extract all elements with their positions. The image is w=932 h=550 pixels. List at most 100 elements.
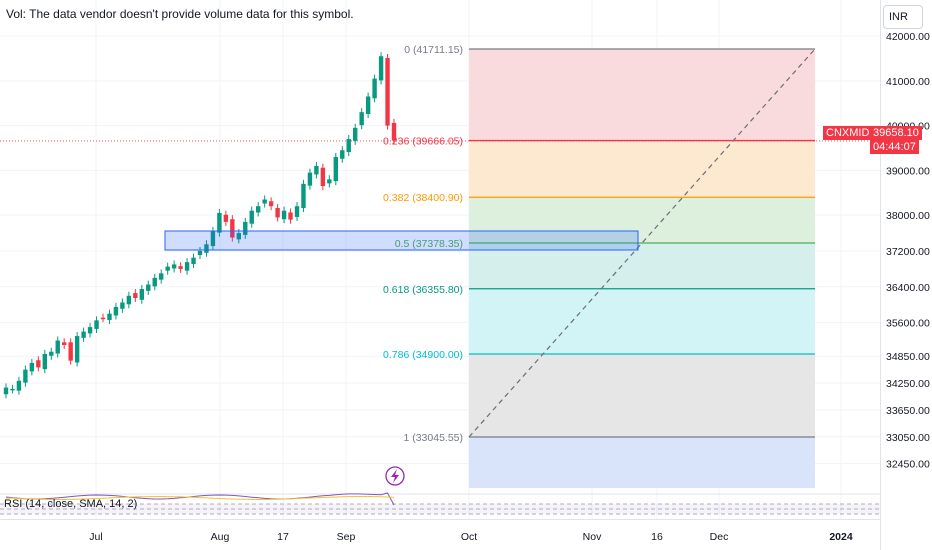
fib-zone bbox=[469, 140, 815, 198]
time-axis-label: Nov bbox=[583, 531, 602, 543]
price-axis-label: 42000.00 bbox=[886, 31, 930, 43]
time-axis-label: Aug bbox=[211, 531, 230, 543]
candle bbox=[107, 313, 112, 320]
price-axis-label: 36400.00 bbox=[886, 282, 930, 294]
candle bbox=[327, 179, 332, 184]
candle bbox=[359, 112, 364, 126]
candle bbox=[365, 96, 371, 114]
candle bbox=[378, 56, 384, 81]
candle bbox=[353, 127, 358, 141]
time-axis-label: Jul bbox=[89, 531, 102, 543]
candle bbox=[171, 264, 177, 269]
price-axis-label: 34250.00 bbox=[886, 378, 930, 390]
candle bbox=[340, 150, 345, 159]
rsi-band bbox=[0, 504, 880, 514]
candle bbox=[184, 262, 190, 271]
currency-button[interactable]: INR bbox=[883, 5, 923, 29]
price-axis-label: 34850.00 bbox=[886, 351, 930, 363]
rsi-sma-line bbox=[5, 496, 395, 500]
candle bbox=[243, 221, 248, 235]
fib-zone bbox=[469, 243, 815, 289]
fib-level-label: 0 (41711.15) bbox=[404, 44, 463, 56]
price-axis-label: 35600.00 bbox=[886, 318, 930, 330]
candle bbox=[307, 172, 313, 186]
candle bbox=[301, 183, 306, 209]
candle bbox=[210, 230, 216, 247]
candle bbox=[36, 360, 41, 368]
candle bbox=[29, 362, 35, 372]
last-price-tag: 39658.10 bbox=[870, 126, 922, 140]
candle bbox=[391, 122, 397, 141]
price-axis-label: 41000.00 bbox=[886, 76, 930, 88]
candle bbox=[55, 340, 60, 354]
price-axis-label: 33050.00 bbox=[886, 432, 930, 444]
candle bbox=[68, 342, 73, 361]
fib-level-label: 0.618 (36355.80) bbox=[383, 284, 463, 296]
candle bbox=[372, 78, 377, 99]
time-axis-label: Dec bbox=[710, 531, 729, 543]
candle bbox=[10, 388, 15, 391]
candle bbox=[204, 244, 209, 253]
candle bbox=[62, 342, 67, 346]
countdown-tag: 04:44:07 bbox=[870, 140, 919, 154]
candle bbox=[249, 210, 254, 224]
candle bbox=[191, 257, 196, 264]
price-axis-divider bbox=[880, 0, 881, 550]
fib-level-label: 0.786 (34900.00) bbox=[383, 349, 463, 361]
candle bbox=[81, 331, 86, 338]
time-axis-label: Oct bbox=[461, 531, 477, 543]
candle bbox=[346, 139, 351, 153]
candle bbox=[230, 219, 235, 238]
time-axis-label: 17 bbox=[277, 531, 289, 543]
price-axis-label: 37200.00 bbox=[886, 246, 930, 258]
volume-note: Vol: The data vendor doesn't provide vol… bbox=[6, 7, 354, 21]
fib-trend-line bbox=[468, 48, 816, 438]
lightning-icon[interactable] bbox=[385, 466, 405, 486]
candle bbox=[42, 353, 47, 370]
candle bbox=[281, 210, 287, 220]
candle bbox=[178, 266, 183, 269]
candle bbox=[262, 199, 267, 204]
fib-level-label: 0.236 (39666.05) bbox=[383, 136, 463, 148]
candle bbox=[146, 284, 151, 291]
candle bbox=[275, 208, 280, 218]
fib-level-label: 0.5 (37378.35) bbox=[395, 238, 463, 250]
candle bbox=[49, 351, 54, 356]
candle bbox=[100, 317, 106, 320]
candle bbox=[314, 165, 319, 175]
price-axis-label: 38000.00 bbox=[886, 210, 930, 222]
fib-zone bbox=[469, 49, 815, 141]
fib-zone bbox=[469, 353, 815, 437]
price-axis-label: 32450.00 bbox=[886, 459, 930, 471]
candle bbox=[139, 289, 144, 300]
price-axis-label: 39000.00 bbox=[886, 165, 930, 177]
candle bbox=[165, 266, 170, 271]
fib-level-label: 0.382 (38400.90) bbox=[383, 192, 463, 204]
time-axis-label: Sep bbox=[337, 531, 356, 543]
fib-zone bbox=[469, 288, 815, 354]
candle bbox=[87, 327, 93, 334]
candle bbox=[268, 201, 274, 207]
candle bbox=[113, 306, 119, 316]
candle bbox=[120, 302, 125, 309]
fib-level-label: 1 (33045.55) bbox=[403, 432, 463, 444]
candle bbox=[94, 320, 99, 329]
fib-zone bbox=[469, 437, 815, 488]
time-axis-label: 2024 bbox=[829, 531, 853, 543]
candle bbox=[333, 156, 338, 182]
support-zone-box bbox=[164, 230, 639, 251]
candle bbox=[16, 380, 22, 391]
rsi-indicator-label[interactable]: RSI (14, close, SMA, 14, 2) bbox=[4, 498, 138, 510]
candle bbox=[294, 206, 300, 217]
price-axis-label: 33650.00 bbox=[886, 405, 930, 417]
candle bbox=[3, 387, 9, 395]
candle bbox=[23, 369, 28, 383]
time-axis-divider bbox=[0, 519, 880, 520]
candle bbox=[288, 212, 293, 220]
time-axis-label: 16 bbox=[651, 531, 663, 543]
candle bbox=[385, 58, 390, 126]
candle bbox=[217, 212, 222, 233]
rsi-line bbox=[5, 492, 395, 506]
candle bbox=[74, 336, 80, 363]
